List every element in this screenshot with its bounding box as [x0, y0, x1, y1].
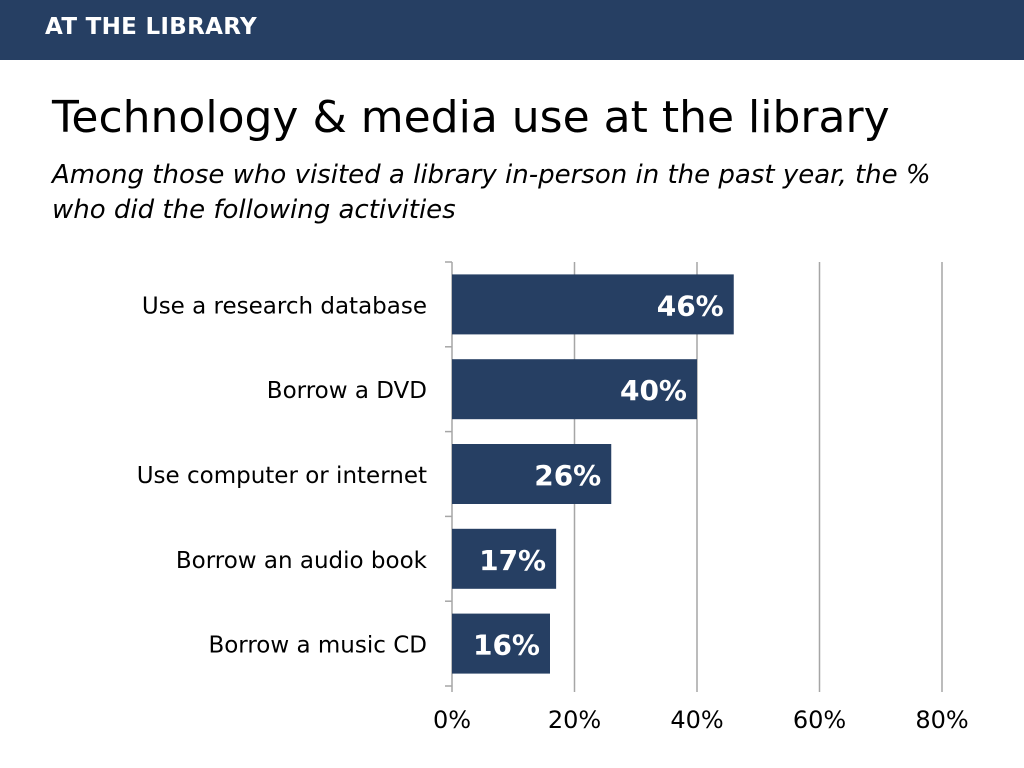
bar [452, 359, 697, 420]
x-tick-label: 80% [915, 706, 968, 734]
slide-title: Technology & media use at the library [52, 92, 890, 143]
x-tick-label: 20% [548, 706, 601, 734]
section-label: AT THE LIBRARY [45, 14, 257, 40]
x-tick-label: 60% [793, 706, 846, 734]
data-label: 16% [473, 629, 540, 662]
bar [452, 528, 557, 589]
bar [452, 274, 734, 335]
data-label: 46% [657, 289, 724, 322]
category-label: Borrow a music CD [208, 633, 427, 659]
category-label: Use a research database [142, 293, 427, 319]
bar [452, 613, 550, 674]
data-label: 26% [534, 459, 601, 492]
data-label: 40% [620, 374, 687, 407]
data-label: 17% [479, 544, 546, 577]
x-tick-label: 40% [670, 706, 723, 734]
x-tick-label: 0% [433, 706, 471, 734]
bar [452, 444, 612, 504]
header-bar: AT THE LIBRARY [0, 0, 1024, 60]
category-label: Borrow an audio book [176, 548, 428, 574]
category-label: Use computer or internet [137, 463, 427, 489]
category-label: Borrow a DVD [267, 378, 427, 404]
slide-subtitle: Among those who visited a library in-per… [52, 160, 931, 225]
